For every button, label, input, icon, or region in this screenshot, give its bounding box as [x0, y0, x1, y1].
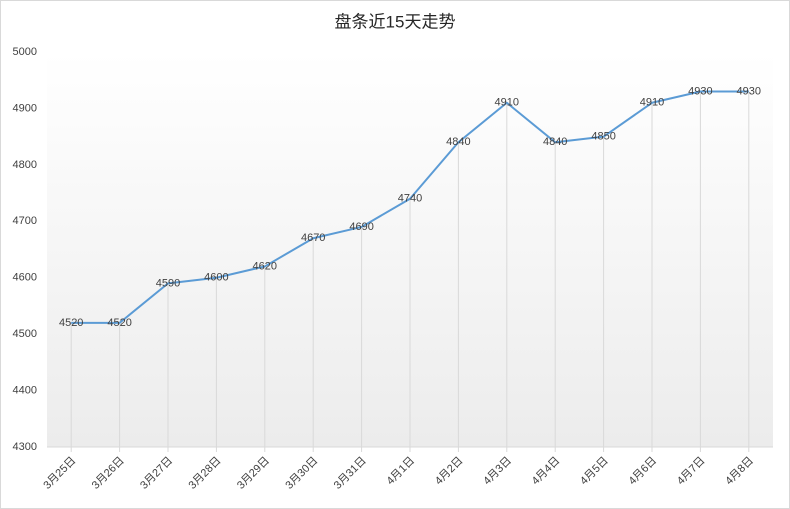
data-label: 4930: [737, 85, 761, 97]
data-label: 4520: [107, 317, 131, 329]
data-label: 4590: [156, 277, 180, 289]
data-label: 4690: [349, 221, 373, 233]
data-label: 4910: [640, 97, 664, 109]
data-label: 4910: [495, 97, 519, 109]
y-tick-label: 4400: [13, 384, 37, 396]
data-label: 4850: [591, 131, 615, 143]
data-label: 4600: [204, 272, 228, 284]
line: [71, 90, 749, 324]
y-tick-label: 4800: [13, 159, 37, 171]
data-label: 4740: [398, 193, 422, 205]
y-tick-label: 4900: [13, 102, 37, 114]
y-tick-label: 4300: [13, 441, 37, 453]
data-label: 4520: [59, 317, 83, 329]
data-label: 4620: [253, 260, 277, 272]
data-label: 4930: [688, 85, 712, 97]
y-tick-label: 4700: [13, 215, 37, 227]
data-label: 4840: [543, 136, 567, 148]
chart-title: 盘条近15天走势: [335, 12, 456, 31]
data-label: 4670: [301, 232, 325, 244]
y-tick-label: 5000: [13, 46, 37, 58]
y-tick-label: 4600: [13, 272, 37, 284]
y-tick-label: 4500: [13, 328, 37, 340]
data-label: 4840: [446, 136, 470, 148]
